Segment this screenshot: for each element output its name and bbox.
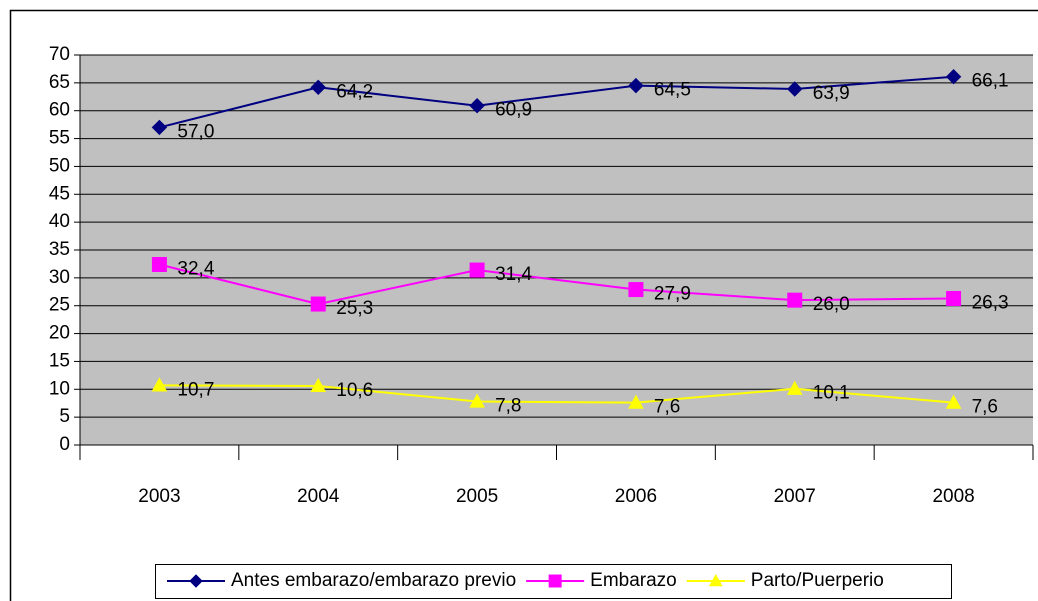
legend-label: Parto/Puerperio — [751, 570, 884, 591]
data-label: 7,6 — [972, 397, 998, 418]
series-line — [159, 75, 954, 129]
y-tick-label: 0 — [59, 434, 70, 455]
data-label: 63,9 — [813, 83, 850, 104]
data-label: 10,6 — [336, 380, 373, 401]
data-label: 32,4 — [177, 259, 214, 280]
x-tick-label: 2008 — [932, 486, 974, 507]
marker — [469, 97, 485, 114]
data-label: 10,7 — [177, 379, 214, 400]
y-tick-label: 20 — [49, 323, 70, 344]
data-label: 31,4 — [495, 264, 532, 285]
legend-marker — [189, 574, 203, 588]
data-label: 26,0 — [813, 294, 850, 315]
legend-label: Antes embarazo/embarazo previo — [231, 570, 516, 591]
x-tick-label: 2005 — [456, 486, 498, 507]
data-label: 57,0 — [177, 121, 214, 142]
legend-marker — [548, 574, 562, 588]
data-label: 10,1 — [813, 383, 850, 404]
y-tick-label: 35 — [49, 239, 70, 260]
data-label: 64,5 — [654, 80, 691, 101]
marker — [310, 79, 326, 96]
data-label: 26,3 — [972, 292, 1009, 313]
marker — [469, 393, 485, 408]
y-tick-label: 25 — [49, 295, 70, 316]
y-tick-label: 5 — [59, 406, 70, 427]
marker — [310, 377, 327, 393]
marker — [469, 262, 485, 278]
marker — [945, 69, 962, 85]
data-label: 60,9 — [495, 100, 532, 121]
data-label: 7,8 — [495, 396, 521, 417]
y-tick-label: 50 — [49, 155, 70, 176]
y-tick-label: 45 — [49, 183, 70, 204]
marker — [310, 296, 326, 312]
data-label: 25,3 — [336, 298, 373, 319]
legend-label: Embarazo — [590, 570, 677, 591]
marker — [787, 81, 803, 97]
data-label: 27,9 — [654, 284, 691, 305]
marker — [946, 290, 962, 306]
y-tick-label: 40 — [49, 211, 70, 232]
y-tick-label: 70 — [49, 44, 70, 65]
marker — [628, 394, 644, 409]
data-label: 7,6 — [654, 397, 680, 418]
marker — [151, 119, 168, 136]
marker — [628, 77, 644, 94]
marker — [786, 380, 803, 395]
marker — [945, 394, 962, 409]
data-label: 66,1 — [972, 71, 1009, 92]
series-line — [159, 384, 954, 404]
marker — [628, 282, 644, 298]
y-tick-label: 30 — [49, 267, 70, 288]
x-tick-label: 2003 — [138, 486, 180, 507]
marker — [151, 377, 168, 392]
y-tick-label: 10 — [49, 378, 70, 399]
y-tick-label: 15 — [49, 350, 70, 371]
marker — [151, 256, 167, 272]
series-line — [159, 263, 954, 306]
y-tick-label: 60 — [49, 100, 70, 121]
y-tick-label: 55 — [49, 128, 70, 149]
x-tick-label: 2007 — [774, 486, 816, 507]
legend-marker — [708, 573, 723, 587]
y-tick-label: 65 — [49, 72, 70, 93]
x-tick-label: 2004 — [297, 486, 340, 507]
data-label: 64,2 — [336, 81, 373, 102]
x-tick-label: 2006 — [615, 486, 657, 507]
marker — [787, 292, 803, 308]
